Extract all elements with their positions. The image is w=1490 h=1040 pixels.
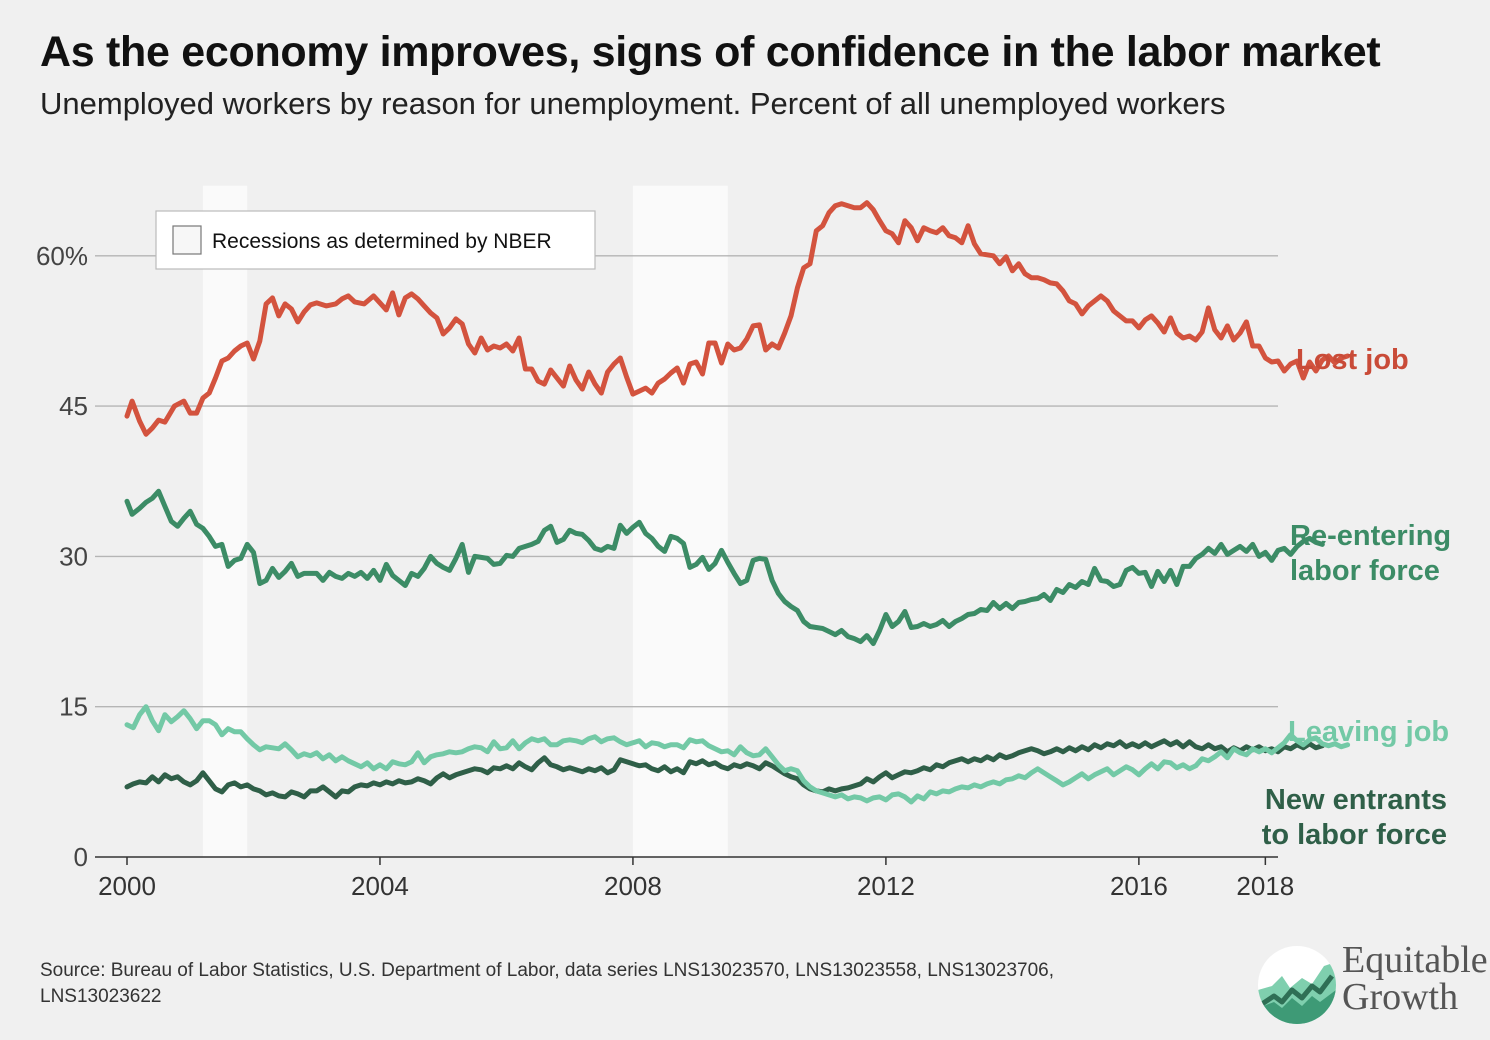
- x-axis: 2000 2004 2008 2012 2016 2018: [98, 857, 1294, 901]
- x-tick-label: 2004: [351, 871, 409, 901]
- series-label: New entrants to labor force: [1262, 784, 1447, 851]
- x-tick-label: 2008: [604, 871, 662, 901]
- y-tick-label: 0: [74, 842, 88, 872]
- series-label: Lost job: [1296, 344, 1409, 376]
- y-tick-label: 45: [59, 391, 88, 421]
- series-label: Re-entering labor force: [1290, 520, 1451, 587]
- series-label-line: Leaving job: [1288, 716, 1449, 748]
- logo-wordmark: Equitable Growth: [1342, 939, 1488, 1018]
- series-labels: Lost job Re-entering labor force Leaving jo…: [1262, 344, 1451, 851]
- x-tick-label: 2016: [1110, 871, 1168, 901]
- x-tick-label: 2018: [1236, 871, 1294, 901]
- chart-subtitle: Unemployed workers by reason for unemplo…: [40, 86, 1226, 121]
- x-tick-label: 2012: [857, 871, 915, 901]
- series-label-line: to labor force: [1262, 819, 1447, 851]
- recession-band-2: [632, 185, 728, 857]
- series-line-lost-job: [124, 200, 1351, 437]
- chart-title: As the economy improves, signs of confid…: [40, 28, 1381, 76]
- series-line-re-entering-labor-force: [124, 488, 1325, 647]
- rising-chart-logo-icon: [1258, 946, 1336, 1024]
- x-tick-label: 2000: [98, 871, 156, 901]
- recession-bands: [202, 185, 728, 857]
- legend-swatch: [172, 225, 202, 255]
- series-line-leaving-job: [124, 704, 1351, 805]
- y-axis: 0 15 30 45 60%: [36, 241, 88, 872]
- recession-legend: Recessions as determined by NBER: [155, 210, 596, 270]
- series-label-line: labor force: [1290, 555, 1440, 587]
- legend-label: Recessions as determined by NBER: [212, 230, 552, 253]
- series-label: Leaving job: [1288, 716, 1449, 748]
- legend-box: [155, 210, 596, 270]
- series-label-line: Lost job: [1296, 344, 1409, 376]
- recession-band-1: [202, 185, 248, 857]
- y-tick-label: 15: [59, 692, 88, 722]
- logo-line-2: Growth: [1342, 976, 1459, 1018]
- equitable-growth-logo: Equitable Growth: [1248, 938, 1490, 1028]
- series-label-line: New entrants: [1265, 784, 1447, 816]
- line-chart: 0 15 30 45 60% 2000 2004 2008 2012 2016 2018 Lost…: [35, 185, 1452, 901]
- y-tick-label: 30: [59, 541, 88, 571]
- series-line-new-entrants-to-labor-force: [124, 738, 1325, 800]
- series-lines: [124, 200, 1351, 805]
- source-note: Source: Bureau of Labor Statistics, U.S.…: [40, 960, 1054, 1007]
- y-tick-label: 60%: [36, 241, 88, 271]
- series-label-line: Re-entering: [1290, 520, 1451, 552]
- logo-line-1: Equitable: [1342, 939, 1488, 981]
